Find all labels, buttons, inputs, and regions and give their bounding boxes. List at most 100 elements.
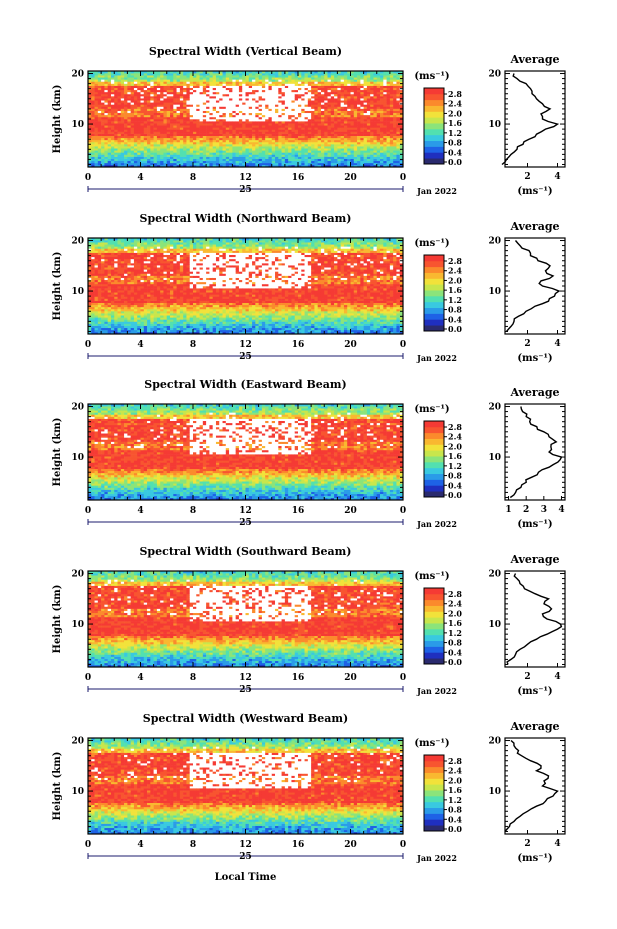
heatmap-cell xyxy=(380,79,384,81)
heatmap-cell xyxy=(127,92,131,94)
heatmap-cell xyxy=(396,146,400,148)
heatmap-cell xyxy=(121,123,125,125)
heatmap-cell xyxy=(275,138,279,140)
heatmap-cell xyxy=(157,84,161,86)
heatmap-cell xyxy=(357,140,361,142)
heatmap-cell xyxy=(226,121,230,123)
heatmap-cell xyxy=(108,115,112,117)
heatmap-cell xyxy=(170,125,174,127)
heatmap-cell xyxy=(108,90,112,92)
heatmap-cell xyxy=(380,129,384,131)
heatmap-cell xyxy=(373,152,377,154)
heatmap-cell xyxy=(108,269,112,271)
heatmap-cell xyxy=(180,146,184,148)
heatmap-cell xyxy=(180,90,184,92)
heatmap-cell xyxy=(373,109,377,111)
heatmap-cell xyxy=(144,125,148,127)
heatmap-cell xyxy=(190,96,194,98)
heatmap-cell xyxy=(91,77,95,79)
heatmap-cell xyxy=(387,127,391,129)
heatmap-cell xyxy=(163,79,167,81)
heatmap-cell xyxy=(242,154,246,156)
heatmap-cell xyxy=(137,90,141,92)
heatmap-cell xyxy=(390,148,394,150)
heatmap-cell xyxy=(383,94,387,96)
heatmap-cell xyxy=(170,94,174,96)
heatmap-cell xyxy=(163,127,167,129)
heatmap-cell xyxy=(347,104,351,106)
heatmap-cell xyxy=(104,111,108,113)
heatmap-cell xyxy=(373,157,377,159)
heatmap-cell xyxy=(108,255,112,257)
heatmap-cell xyxy=(91,121,95,123)
heatmap-cell xyxy=(341,154,345,156)
heatmap-cell xyxy=(95,102,99,104)
heatmap-cell xyxy=(95,255,99,257)
heatmap-cell xyxy=(213,152,217,154)
heatmap-cell xyxy=(157,154,161,156)
heatmap-cell xyxy=(295,125,299,127)
heatmap-cell xyxy=(183,154,187,156)
heatmap-cell xyxy=(213,142,217,144)
heatmap-cell xyxy=(282,88,286,90)
heatmap-cell xyxy=(387,154,391,156)
heatmap-cell xyxy=(305,150,309,152)
heatmap-cell xyxy=(183,129,187,131)
heatmap-cell xyxy=(101,159,105,161)
heatmap-cell xyxy=(114,140,118,142)
heatmap-cell xyxy=(393,117,397,119)
heatmap-cell xyxy=(134,125,138,127)
heatmap-cell xyxy=(163,121,167,123)
heatmap-cell xyxy=(104,100,108,102)
heatmap-cell xyxy=(229,154,233,156)
heatmap-cell xyxy=(285,86,289,88)
heatmap-cell xyxy=(321,159,325,161)
heatmap-cell xyxy=(124,152,128,154)
heatmap-cell xyxy=(223,146,227,148)
heatmap-cell xyxy=(137,88,141,90)
heatmap-cell xyxy=(364,140,368,142)
heatmap-cell xyxy=(364,88,368,90)
heatmap-cell xyxy=(111,142,115,144)
heatmap-cell xyxy=(203,96,207,98)
heatmap-cell xyxy=(186,90,190,92)
heatmap-cell xyxy=(219,94,223,96)
heatmap-cell xyxy=(183,157,187,159)
heatmap-cell xyxy=(137,117,141,119)
heatmap-cell xyxy=(91,286,95,288)
heatmap-cell xyxy=(104,263,108,265)
heatmap-cell xyxy=(328,73,332,75)
heatmap-cell xyxy=(190,113,194,115)
heatmap-cell xyxy=(206,144,210,146)
heatmap-cell xyxy=(249,157,253,159)
heatmap-cell xyxy=(242,102,246,104)
heatmap-cell xyxy=(147,119,151,121)
heatmap-cell xyxy=(357,123,361,125)
heatmap-cell xyxy=(104,92,108,94)
heatmap-cell xyxy=(380,144,384,146)
heatmap-cell xyxy=(351,104,355,106)
heatmap-cell xyxy=(298,102,302,104)
heatmap-cell xyxy=(124,138,128,140)
heatmap-cell xyxy=(226,125,230,127)
heatmap-cell xyxy=(351,77,355,79)
heatmap-cell xyxy=(347,142,351,144)
heatmap-cell xyxy=(282,123,286,125)
heatmap-cell xyxy=(387,77,391,79)
heatmap-cell xyxy=(229,98,233,100)
heatmap-cell xyxy=(377,163,381,165)
heatmap-cell xyxy=(180,113,184,115)
heatmap-cell xyxy=(98,305,102,307)
heatmap-cell xyxy=(331,77,335,79)
heatmap-cell xyxy=(318,140,322,142)
heatmap-cell xyxy=(265,104,269,106)
heatmap-cell xyxy=(200,117,204,119)
heatmap-cell xyxy=(223,142,227,144)
heatmap-cell xyxy=(298,154,302,156)
heatmap-cell xyxy=(114,75,118,77)
heatmap-cell xyxy=(249,159,253,161)
heatmap-cell xyxy=(91,263,95,265)
heatmap-cell xyxy=(239,109,243,111)
heatmap-cell xyxy=(111,84,115,86)
heatmap-cell xyxy=(298,79,302,81)
